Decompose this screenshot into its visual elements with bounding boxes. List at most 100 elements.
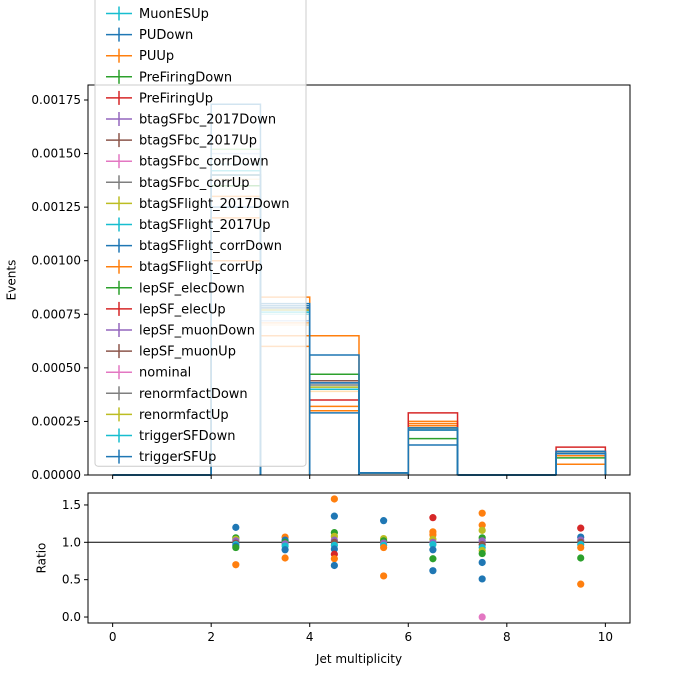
- main-y-axis-label: Events: [5, 260, 19, 301]
- legend-label: lepSF_muonDown: [139, 324, 255, 339]
- ratio-point: [281, 546, 289, 554]
- legend-entry: btagSFbc_2017Up: [106, 133, 257, 149]
- ratio-x-tick-label: 0: [109, 630, 117, 644]
- ratio-point: [478, 613, 486, 621]
- legend-entry: lepSF_elecUp: [106, 301, 226, 317]
- legend-label: triggerSFUp: [139, 450, 216, 465]
- legend-entry: triggerSFUp: [106, 449, 216, 465]
- ratio-x-tick-label: 2: [207, 630, 215, 644]
- ratio-x-tick-label: 6: [404, 630, 412, 644]
- main-y-tick-label: 0.00125: [31, 200, 81, 214]
- legend-entry: btagSFlight_corrUp: [106, 259, 263, 275]
- legend-label: btagSFlight_2017Up: [139, 218, 270, 233]
- legend-label: btagSFbc_corrUp: [139, 176, 250, 191]
- ratio-point: [281, 554, 289, 562]
- ratio-point: [380, 517, 388, 525]
- ratio-point: [380, 572, 388, 580]
- main-y-tick-label: 0.00075: [31, 307, 81, 321]
- legend-label: btagSFbc_2017Up: [139, 134, 257, 149]
- ratio-y-tick-label: 1.0: [62, 535, 81, 549]
- ratio-point: [232, 543, 240, 552]
- legend-label: btagSFbc_2017Down: [139, 113, 276, 128]
- ratio-y-ticks: 0.0 0.5 1.0 1.5: [62, 498, 88, 624]
- legend-label: renormfactDown: [139, 387, 248, 402]
- ratio-point: [577, 554, 585, 562]
- legend-entry: PreFiringDown: [106, 69, 232, 85]
- legend-label: MuonESUp: [139, 7, 209, 22]
- legend-label: btagSFlight_corrDown: [139, 239, 282, 254]
- legend-entry: btagSFlight_2017Down: [106, 196, 290, 212]
- ratio-panel: 0.0 0.5 1.0 1.5 0 2 4 6 8 10 Ratio Jet multiplic…: [35, 492, 631, 666]
- main-y-tick-label: 0.00150: [31, 147, 81, 161]
- ratio-point: [232, 523, 240, 531]
- ratio-point: [478, 509, 486, 517]
- legend-entry: lepSF_muonDown: [106, 323, 255, 339]
- legend-entry: renormfactDown: [106, 386, 248, 402]
- main-y-tick-label: 0.00100: [31, 254, 81, 268]
- ratio-point: [429, 514, 437, 522]
- ratio-point: [330, 561, 338, 570]
- ratio-point: [330, 512, 338, 520]
- ratio-x-axis-label: Jet multiplicity: [315, 652, 402, 666]
- ratio-point: [577, 524, 585, 532]
- ratio-y-tick-label: 0.0: [62, 610, 81, 624]
- legend-label: PUDown: [139, 28, 193, 43]
- legend-entry: btagSFlight_2017Up: [106, 217, 270, 233]
- ratio-points: [232, 495, 585, 621]
- ratio-point: [330, 545, 338, 553]
- ratio-y-tick-label: 1.5: [62, 498, 81, 512]
- ratio-point: [478, 521, 486, 529]
- legend-box: [94, 0, 307, 467]
- ratio-point: [478, 526, 486, 534]
- legend-entry: MuonESUp: [106, 6, 209, 22]
- legend-label: PreFiringUp: [139, 91, 213, 106]
- legend-entry: triggerSFDown: [106, 428, 235, 444]
- main-y-tick-label: 0.00000: [31, 468, 81, 482]
- ratio-x-ticks: 0 2 4 6 8 10: [109, 623, 613, 644]
- ratio-point: [380, 543, 388, 552]
- ratio-y-axis-label: Ratio: [35, 543, 49, 574]
- legend-entry: PreFiringUp: [106, 90, 213, 106]
- legend-label: lepSF_elecUp: [139, 302, 226, 317]
- legend-label: btagSFbc_corrDown: [139, 155, 269, 170]
- legend-entry: btagSFbc_2017Down: [106, 112, 276, 128]
- ratio-point: [429, 567, 437, 575]
- ratio-point: [478, 575, 486, 583]
- ratio-point: [330, 495, 338, 503]
- legend-label: PUUp: [139, 49, 174, 64]
- legend-entry: lepSF_elecDown: [106, 280, 245, 296]
- legend-label: triggerSFDown: [139, 429, 235, 444]
- ratio-x-tick-label: 4: [306, 630, 314, 644]
- ratio-point: [429, 540, 437, 549]
- ratio-point: [577, 580, 585, 588]
- ratio-point: [577, 543, 585, 552]
- legend-entry: lepSF_muonUp: [106, 344, 236, 360]
- legend-entry: PUUp: [106, 48, 174, 64]
- main-y-tick-label: 0.00175: [31, 93, 81, 107]
- legend-label: renormfactUp: [139, 408, 229, 423]
- legend-label: nominal: [139, 366, 191, 381]
- main-y-ticks: 0.00000 0.00025 0.00050 0.00075 0.00100 0.001…: [31, 93, 88, 482]
- legend-label: btagSFlight_2017Down: [139, 197, 290, 212]
- legend-label: PreFiringDown: [139, 70, 232, 85]
- main-y-tick-label: 0.00025: [31, 414, 81, 428]
- legend-label: lepSF_muonUp: [139, 345, 236, 360]
- ratio-x-tick-label: 8: [503, 630, 511, 644]
- legend-entry: btagSFlight_corrDown: [106, 238, 282, 254]
- ratio-axes-frame: [87, 492, 631, 624]
- legend-entry: btagSFbc_corrDown: [106, 154, 269, 170]
- legend-entry: PUDown: [106, 27, 193, 43]
- main-y-tick-label: 0.00050: [31, 361, 81, 375]
- legend-entry: btagSFbc_corrUp: [106, 175, 250, 191]
- main-axes-frame: [87, 84, 631, 476]
- legend-entry: nominal: [106, 365, 191, 381]
- ratio-point: [478, 549, 486, 558]
- ratio-point: [429, 546, 437, 554]
- legend-entry: renormfactUp: [106, 407, 229, 423]
- legend-label: lepSF_elecDown: [139, 281, 245, 296]
- legend: MuonESUp PUDown PUUp PreFiringDown PreFiring…: [94, 0, 307, 467]
- ratio-point: [330, 555, 338, 563]
- ratio-point: [429, 555, 437, 563]
- main-x-ticks: [112, 475, 606, 479]
